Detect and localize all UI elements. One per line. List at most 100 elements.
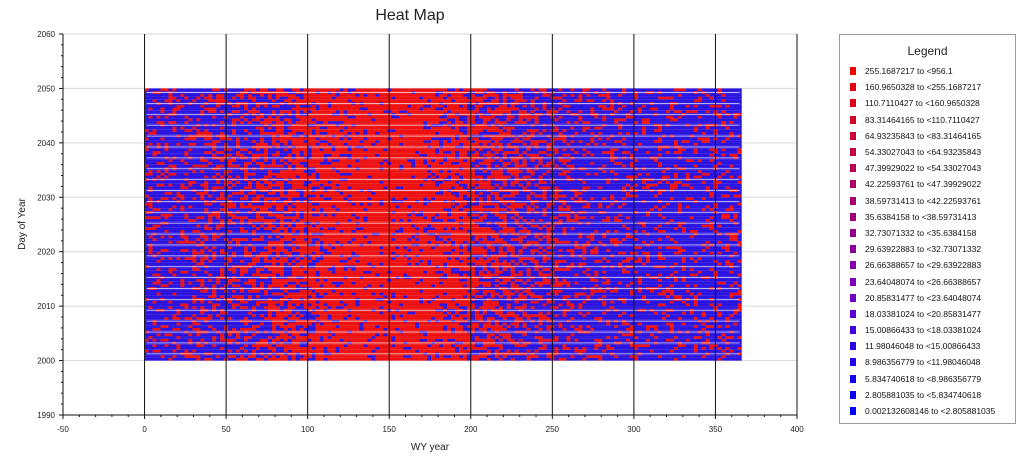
heatmap-cell bbox=[618, 281, 623, 285]
heatmap-cell bbox=[232, 183, 237, 187]
heatmap-cell bbox=[550, 235, 579, 239]
heatmap-cell bbox=[275, 344, 300, 348]
heatmap-cell bbox=[697, 251, 710, 255]
heatmap-cell bbox=[168, 357, 173, 361]
heatmap-cell bbox=[498, 336, 503, 339]
heatmap-cell bbox=[267, 303, 277, 307]
heatmap-cell bbox=[327, 346, 336, 350]
heatmap-cell bbox=[156, 238, 185, 241]
heatmap-cell bbox=[208, 289, 213, 293]
heatmap-cell bbox=[534, 205, 539, 209]
heatmap-cell bbox=[423, 248, 452, 252]
heatmap-cell bbox=[458, 151, 468, 154]
heatmap-cell bbox=[566, 172, 587, 176]
heatmap-cell bbox=[630, 183, 635, 187]
heatmap-cell bbox=[681, 317, 694, 320]
heatmap-cell bbox=[347, 197, 368, 201]
heatmap-cell bbox=[371, 270, 388, 274]
heatmap-cell bbox=[443, 151, 452, 154]
heatmap-cell bbox=[598, 248, 607, 252]
heatmap-cell bbox=[331, 153, 340, 157]
heatmap-cell bbox=[303, 191, 340, 195]
heatmap-cell bbox=[188, 161, 209, 165]
heatmap-cell bbox=[570, 251, 575, 255]
heatmap-cell bbox=[685, 300, 694, 304]
heatmap-cell bbox=[482, 344, 503, 348]
heatmap-cell bbox=[550, 306, 559, 309]
heatmap-cell bbox=[355, 259, 360, 263]
heatmap-cell bbox=[482, 238, 488, 241]
heatmap-cell bbox=[259, 259, 265, 263]
heatmap-cell bbox=[443, 142, 460, 146]
heatmap-cell bbox=[618, 251, 627, 255]
heatmap-cell bbox=[482, 148, 492, 152]
heatmap-cell bbox=[271, 180, 277, 184]
heatmap-cell bbox=[212, 336, 217, 339]
heatmap-cell bbox=[347, 268, 352, 271]
heatmap-cell bbox=[677, 227, 683, 230]
heatmap-cell bbox=[661, 180, 667, 184]
heatmap-cell bbox=[478, 224, 499, 228]
heatmap-cell bbox=[283, 346, 312, 350]
heatmap-cell bbox=[363, 325, 376, 328]
heatmap-cell bbox=[311, 172, 316, 176]
heatmap-cell bbox=[443, 344, 452, 348]
heatmap-cell bbox=[148, 235, 153, 239]
heatmap-cell bbox=[279, 303, 285, 307]
heatmap-cell bbox=[255, 140, 261, 143]
heatmap-cell bbox=[279, 251, 285, 255]
heatmap-cell bbox=[228, 357, 237, 361]
heatmap-cell bbox=[291, 262, 296, 266]
heatmap-cell bbox=[498, 235, 519, 239]
heatmap-cell bbox=[542, 191, 547, 195]
heatmap-cell bbox=[311, 295, 316, 299]
heatmap-cell bbox=[259, 180, 265, 184]
heatmap-cell bbox=[646, 300, 651, 304]
heatmap-cell bbox=[622, 300, 627, 304]
heatmap-cell bbox=[351, 137, 364, 141]
heatmap-cell bbox=[196, 349, 229, 353]
heatmap-cell bbox=[319, 140, 328, 143]
heatmap-cell bbox=[196, 248, 201, 252]
heatmap-cell bbox=[343, 300, 356, 304]
heatmap-cell bbox=[693, 259, 698, 263]
heatmap-cell bbox=[470, 229, 495, 233]
heatmap-cell bbox=[522, 338, 539, 342]
heatmap-cell bbox=[160, 349, 173, 353]
heatmap-cell bbox=[295, 306, 304, 309]
heatmap-cell bbox=[160, 268, 169, 271]
heatmap-cell bbox=[447, 262, 468, 266]
heatmap-cell bbox=[152, 129, 157, 133]
heatmap-cell bbox=[255, 213, 261, 217]
heatmap-cell bbox=[148, 205, 153, 209]
heatmap-cell bbox=[435, 151, 440, 154]
heatmap-cell bbox=[327, 268, 336, 271]
heatmap-cell bbox=[236, 131, 249, 135]
heatmap-cell bbox=[192, 317, 197, 320]
heatmap-cell bbox=[586, 251, 591, 255]
heatmap-cell bbox=[339, 240, 348, 244]
heatmap-cell bbox=[697, 284, 730, 288]
heatmap-cell bbox=[196, 137, 205, 141]
heatmap-cell bbox=[570, 240, 575, 244]
heatmap-cell bbox=[192, 229, 201, 233]
heatmap-cell bbox=[271, 170, 281, 173]
heatmap-cell bbox=[554, 202, 563, 206]
heatmap-cell bbox=[347, 257, 352, 260]
heatmap-cell bbox=[562, 303, 567, 307]
heatmap-cell bbox=[478, 357, 488, 361]
heatmap-cell bbox=[188, 306, 193, 309]
heatmap-cell bbox=[184, 278, 197, 282]
heatmap-cell bbox=[435, 295, 440, 299]
heatmap-cell bbox=[176, 273, 193, 277]
heatmap-cell bbox=[184, 151, 189, 154]
heatmap-cell bbox=[506, 325, 511, 328]
heatmap-cell bbox=[733, 284, 738, 288]
heatmap-cell bbox=[375, 336, 392, 339]
heatmap-cell bbox=[546, 227, 555, 230]
heatmap-cell bbox=[347, 259, 356, 263]
heatmap-cell bbox=[470, 338, 476, 342]
heatmap-cell bbox=[188, 349, 193, 353]
heatmap-cell bbox=[291, 142, 316, 146]
heatmap-cell bbox=[263, 148, 269, 152]
